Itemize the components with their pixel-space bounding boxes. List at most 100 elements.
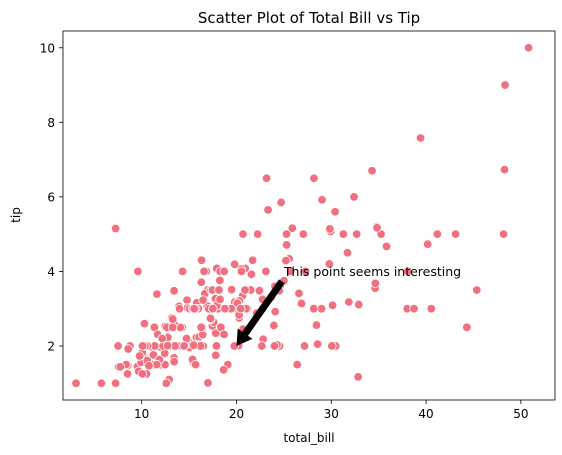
data-point	[270, 306, 280, 317]
data-point	[316, 303, 327, 314]
data-point	[422, 239, 433, 249]
data-point	[205, 313, 216, 324]
data-point	[381, 241, 392, 252]
data-point	[71, 378, 81, 388]
data-point	[252, 229, 263, 239]
data-point	[247, 255, 258, 265]
data-point	[298, 229, 309, 239]
x-axis-ticks: 10 20 30 40 50	[134, 400, 529, 421]
data-point	[215, 275, 225, 286]
data-point	[169, 286, 179, 296]
data-point	[269, 341, 280, 351]
data-point	[161, 378, 172, 388]
data-point	[351, 229, 362, 239]
data-point	[211, 341, 222, 351]
data-point	[214, 285, 224, 295]
data-point	[432, 229, 443, 239]
data-point	[219, 329, 229, 340]
data-point	[189, 303, 199, 314]
x-tick-label: 30	[324, 407, 339, 421]
data-point	[203, 378, 213, 388]
data-point	[309, 173, 319, 183]
data-point	[144, 361, 154, 371]
x-axis-label: total_bill	[283, 431, 334, 445]
data-point	[190, 359, 201, 370]
data-point	[167, 322, 178, 333]
data-point	[276, 197, 286, 208]
data-point	[196, 277, 207, 287]
data-point	[294, 288, 304, 299]
data-point	[196, 322, 206, 333]
data-point	[327, 300, 338, 311]
data-point	[523, 43, 534, 53]
data-point	[133, 266, 143, 277]
data-point	[354, 299, 364, 310]
x-tick-label: 20	[229, 407, 244, 421]
data-point	[499, 164, 510, 175]
data-point	[137, 341, 148, 351]
plot-frame	[62, 30, 556, 401]
data-point	[281, 240, 292, 250]
data-point	[344, 297, 354, 307]
data-points	[71, 43, 534, 388]
data-point	[208, 303, 218, 314]
y-axis-ticks: 2 4 6 8 10	[40, 41, 63, 353]
data-point	[182, 295, 192, 305]
data-point	[168, 314, 178, 324]
data-point	[229, 259, 240, 270]
data-point	[115, 362, 125, 372]
data-point	[113, 341, 123, 351]
data-point	[199, 266, 209, 277]
data-point	[177, 266, 188, 277]
data-point	[263, 205, 273, 215]
data-point	[123, 344, 133, 354]
data-point	[403, 266, 413, 277]
data-point	[287, 223, 298, 233]
data-point	[281, 229, 292, 239]
data-point	[218, 365, 229, 375]
y-tick-label: 2	[47, 339, 55, 353]
annotation-arrow	[236, 279, 285, 346]
data-point	[299, 341, 310, 351]
data-point	[296, 298, 307, 309]
data-point	[157, 333, 167, 344]
data-point	[338, 229, 349, 239]
data-point	[300, 266, 311, 277]
data-point	[174, 303, 185, 314]
data-point	[317, 195, 327, 205]
data-point	[261, 173, 272, 183]
y-tick-label: 6	[47, 190, 55, 204]
data-point	[139, 318, 150, 329]
data-point	[196, 255, 207, 265]
data-point	[96, 378, 107, 388]
data-point	[257, 341, 267, 351]
data-point	[229, 341, 240, 351]
data-point	[324, 259, 335, 269]
data-point	[215, 294, 225, 305]
y-tick-label: 8	[47, 116, 55, 130]
chart-title: Scatter Plot of Total Bill vs Tip	[198, 9, 420, 27]
data-point	[236, 303, 246, 314]
data-point	[238, 229, 248, 239]
data-point	[498, 229, 509, 239]
data-point	[220, 303, 230, 314]
data-point	[137, 369, 148, 379]
y-tick-label: 4	[47, 265, 55, 279]
data-point	[226, 284, 237, 295]
data-point	[367, 166, 377, 176]
data-point	[219, 266, 229, 277]
data-point	[370, 278, 381, 289]
data-point	[269, 320, 279, 331]
data-point	[246, 269, 257, 280]
data-point	[152, 289, 162, 299]
data-point	[409, 303, 419, 314]
data-point	[311, 320, 322, 330]
x-tick-label: 50	[513, 407, 528, 421]
data-point	[472, 285, 482, 295]
y-tick-label: 10	[40, 41, 55, 55]
data-point	[198, 295, 208, 305]
data-point	[349, 192, 359, 202]
data-point	[110, 223, 121, 234]
data-point	[353, 372, 363, 382]
